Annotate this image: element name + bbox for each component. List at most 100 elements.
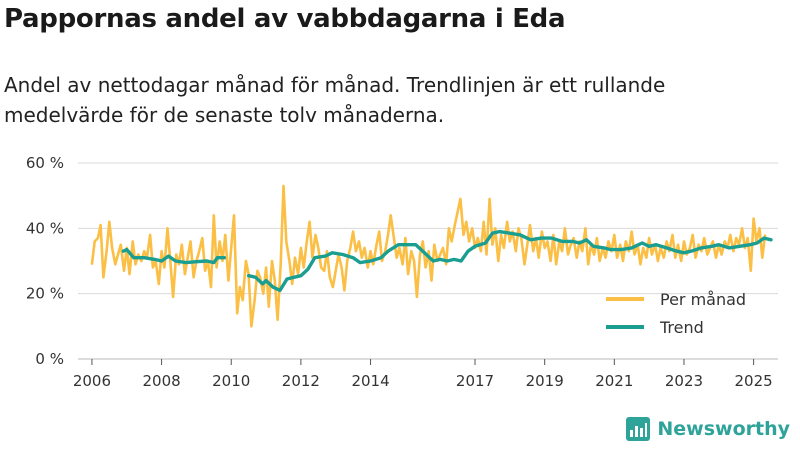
data-point-per-manad [500, 234, 502, 236]
data-point-per-manad [439, 253, 442, 256]
data-point-per-manad [120, 243, 122, 246]
data-point-per-manad [628, 250, 630, 252]
data-point-per-manad [691, 234, 694, 236]
data-point-per-manad [241, 299, 244, 301]
data-point-per-manad [105, 250, 108, 252]
data-point-per-manad [317, 247, 320, 249]
data-point-per-manad [651, 253, 653, 256]
data-point-per-manad [128, 273, 131, 275]
data-point-per-manad [166, 227, 169, 230]
data-point-per-manad [372, 263, 375, 266]
data-point-per-manad [509, 240, 511, 243]
data-point-per-manad [169, 260, 172, 262]
data-point-per-manad [584, 227, 587, 230]
data-point-per-manad [587, 263, 589, 266]
data-point-per-manad [715, 256, 717, 259]
data-point-per-manad [729, 234, 732, 236]
data-point-per-manad [265, 266, 267, 269]
series-layer [90, 184, 773, 328]
data-point-per-manad [256, 270, 259, 272]
x-tick-label: 2008 [142, 372, 180, 390]
data-point-per-manad [468, 240, 470, 243]
data-point-per-manad [97, 237, 99, 239]
data-point-per-manad [506, 221, 508, 223]
data-point-per-manad [471, 227, 474, 230]
data-point-per-manad [619, 243, 621, 246]
data-point-per-manad [477, 237, 479, 239]
legend-label-per-manad: Per månad [660, 290, 746, 309]
data-point-per-manad [430, 279, 433, 282]
data-point-per-manad [259, 276, 261, 279]
data-point-per-manad [224, 234, 227, 236]
data-point-per-manad [555, 263, 557, 266]
data-point-per-manad [543, 247, 546, 249]
data-point-per-manad [192, 276, 195, 279]
chart-title: Pappornas andel av vabbdagarna i Eda [4, 4, 566, 34]
data-point-per-manad [689, 247, 691, 249]
data-point-per-manad [245, 260, 247, 262]
data-point-per-manad [546, 240, 549, 243]
data-point-per-manad [279, 263, 282, 266]
data-point-per-manad [616, 256, 618, 259]
data-point-per-manad [697, 243, 700, 246]
data-point-per-manad [462, 234, 465, 236]
data-point-per-manad [387, 234, 389, 236]
data-point-per-manad [764, 234, 766, 236]
data-point-per-manad [398, 247, 401, 249]
data-point-per-manad [485, 253, 488, 256]
data-point-per-manad [323, 270, 326, 272]
data-point-per-manad [320, 266, 322, 269]
data-point-per-manad [677, 243, 679, 246]
newsworthy-brand: Newsworthy [625, 416, 790, 442]
data-point-per-manad [735, 237, 737, 239]
data-point-per-manad [424, 266, 427, 269]
data-point-per-manad [381, 260, 383, 262]
legend-label-trend: Trend [659, 318, 704, 337]
line-chart: 0 % 20 % 40 % 60 % 2006 2008 2010 2012 2014 2017… [26, 154, 778, 390]
data-point-per-manad [741, 227, 743, 230]
data-point-per-manad [459, 198, 462, 200]
y-tick-label: 20 % [26, 285, 64, 303]
data-point-per-manad [761, 256, 764, 259]
data-point-per-manad [352, 230, 354, 233]
data-point-per-manad [604, 256, 607, 259]
data-point-per-manad [744, 247, 746, 249]
data-point-per-manad [186, 256, 189, 259]
data-point-per-manad [407, 273, 409, 275]
data-point-per-manad [668, 250, 671, 252]
data-point-per-manad [140, 260, 143, 262]
data-point-per-manad [648, 237, 650, 239]
data-point-per-manad [393, 237, 395, 239]
data-point-per-manad [419, 253, 421, 256]
data-point-per-manad [114, 263, 117, 266]
data-point-per-manad [593, 253, 595, 256]
data-point-per-manad [520, 237, 523, 239]
data-point-per-manad [117, 253, 119, 256]
data-point-per-manad [329, 276, 331, 279]
data-point-per-manad [172, 296, 174, 298]
data-point-per-manad [517, 227, 520, 230]
data-point-per-manad [363, 247, 366, 249]
legend: Per månad Trend [606, 290, 746, 337]
data-point-per-manad [291, 283, 294, 285]
data-point-per-manad [184, 273, 186, 275]
data-point-per-manad [123, 270, 125, 272]
data-point-per-manad [567, 253, 569, 256]
data-point-per-manad [334, 270, 337, 272]
y-tick-label: 60 % [26, 154, 64, 172]
data-point-per-manad [613, 234, 616, 236]
data-point-per-manad [537, 256, 540, 259]
data-point-per-manad [674, 256, 677, 259]
data-point-per-manad [581, 250, 584, 252]
data-point-per-manad [633, 253, 636, 256]
data-point-per-manad [349, 247, 352, 249]
data-point-per-manad [271, 260, 273, 262]
data-point-per-manad [358, 240, 360, 243]
data-point-per-manad [395, 256, 398, 259]
data-point-per-manad [700, 250, 703, 252]
data-point-per-manad [131, 240, 134, 243]
data-point-per-manad [752, 217, 755, 220]
data-point-per-manad [152, 266, 154, 269]
data-point-per-manad [572, 237, 575, 239]
data-point-per-manad [389, 214, 392, 217]
